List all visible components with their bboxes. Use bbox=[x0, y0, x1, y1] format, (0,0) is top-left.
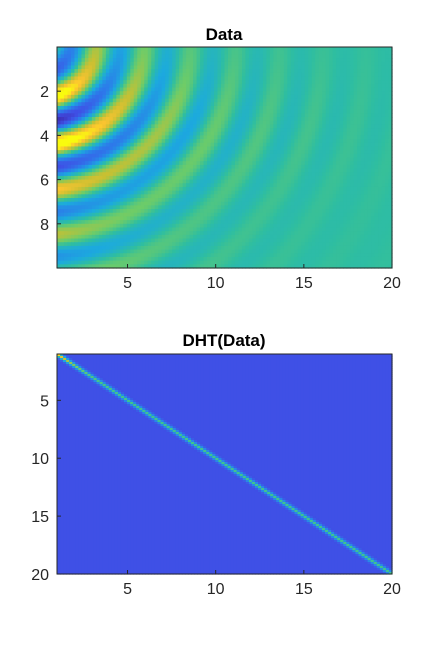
x-tick-label: 20 bbox=[383, 275, 401, 292]
x-tick-label: 15 bbox=[295, 275, 313, 292]
y-tick-label: 5 bbox=[40, 393, 49, 410]
axes-box-dht bbox=[56, 353, 393, 575]
x-tick-label: 20 bbox=[383, 581, 401, 598]
y-tick-label: 2 bbox=[40, 84, 49, 101]
x-axis-dht: 5 10 15 20 bbox=[123, 570, 401, 598]
y-axis-data: 2 4 6 8 bbox=[40, 84, 61, 234]
x-tick-label: 10 bbox=[207, 275, 225, 292]
x-tick-label: 10 bbox=[207, 581, 225, 598]
heatmap-data bbox=[57, 47, 393, 269]
x-tick-label: 15 bbox=[295, 581, 313, 598]
x-tick-label: 5 bbox=[123, 581, 132, 598]
heatmap-dht bbox=[57, 354, 393, 575]
chart-title-data: Data bbox=[206, 25, 243, 44]
chart-title-dht: DHT(Data) bbox=[182, 331, 265, 350]
y-tick-label: 6 bbox=[40, 173, 49, 190]
y-tick-label: 15 bbox=[31, 509, 49, 526]
y-tick-label: 8 bbox=[40, 217, 49, 234]
y-axis-dht: 5 10 15 20 bbox=[31, 393, 61, 584]
x-axis-data: 5 10 15 20 bbox=[123, 264, 401, 292]
axes-box-data bbox=[56, 46, 393, 269]
y-tick-label: 20 bbox=[31, 567, 49, 584]
x-tick-label: 5 bbox=[123, 275, 132, 292]
y-tick-label: 10 bbox=[31, 451, 49, 468]
y-tick-label: 4 bbox=[40, 128, 49, 145]
